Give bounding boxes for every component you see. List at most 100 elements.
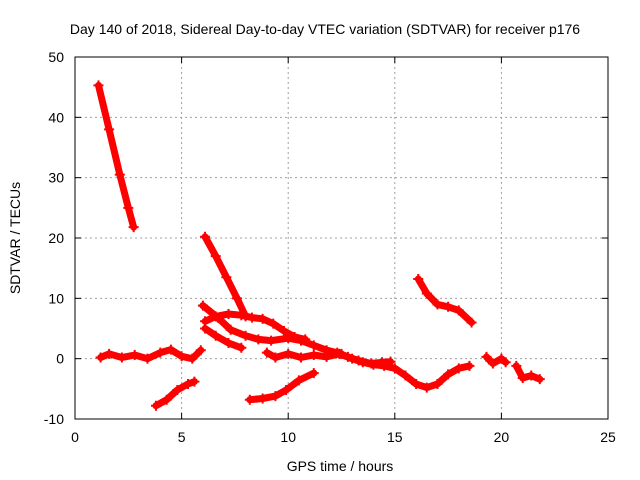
data-point — [257, 393, 268, 404]
data-point — [172, 385, 183, 396]
data-point — [377, 357, 388, 368]
series-arc-6 — [200, 309, 311, 345]
y-tick-label: 30 — [48, 170, 64, 186]
series-arc-8 — [244, 368, 319, 405]
data-point — [353, 355, 364, 366]
data-point — [176, 351, 187, 362]
y-tick-label: -10 — [44, 411, 64, 427]
data-point — [189, 376, 200, 387]
chart-title: Day 140 of 2018, Sidereal Day-to-day VTE… — [70, 21, 580, 37]
data-point — [289, 331, 300, 342]
data-point — [253, 334, 264, 345]
data-point — [481, 351, 492, 362]
data-point — [432, 379, 443, 390]
data-point — [281, 385, 292, 396]
data-point — [293, 375, 304, 386]
data-point — [151, 400, 162, 411]
y-tick-label: 50 — [48, 49, 64, 65]
data-point — [300, 334, 311, 345]
data-point — [517, 372, 528, 383]
data-point — [389, 363, 400, 374]
data-point — [93, 80, 104, 91]
data-point — [411, 379, 422, 390]
data-point — [200, 323, 211, 334]
series-arc-5 — [197, 300, 347, 359]
series-arc-1 — [93, 80, 139, 233]
data-point — [511, 360, 522, 371]
data-point — [466, 317, 477, 328]
series-line — [97, 346, 205, 363]
data-point — [266, 335, 277, 346]
data-point — [210, 251, 221, 262]
series-arc-13 — [511, 360, 545, 385]
data-point — [142, 353, 153, 364]
data-point — [210, 311, 221, 322]
data-point — [342, 351, 353, 362]
data-point — [432, 299, 443, 310]
x-tick-label: 10 — [280, 429, 296, 445]
data-point — [270, 352, 281, 363]
data-point — [165, 344, 176, 355]
data-point — [95, 352, 106, 363]
data-point — [308, 350, 319, 361]
y-tick-label: 20 — [48, 230, 64, 246]
series-arc-11 — [413, 274, 477, 328]
data-point — [123, 202, 134, 213]
series-arc-4 — [200, 231, 251, 322]
data-point — [161, 394, 172, 405]
data-point — [268, 318, 279, 329]
series-layer — [93, 80, 545, 411]
data-point — [270, 391, 281, 402]
series-line — [512, 362, 544, 383]
data-point — [182, 379, 193, 390]
data-point — [366, 358, 377, 369]
y-tick-label: 0 — [56, 351, 64, 367]
data-point — [413, 274, 424, 285]
data-point — [104, 124, 115, 135]
series-arc-12 — [481, 351, 511, 369]
series-arc-2 — [95, 344, 206, 364]
series-line — [201, 310, 309, 343]
x-tick-label: 5 — [178, 429, 186, 445]
data-point — [421, 288, 432, 299]
data-point — [223, 309, 234, 320]
data-point — [187, 353, 198, 364]
data-point — [240, 330, 251, 341]
data-point — [443, 301, 454, 312]
data-point — [321, 351, 332, 362]
y-tick-label: 40 — [48, 109, 64, 125]
data-point — [223, 337, 234, 348]
data-point — [200, 231, 211, 242]
data-point — [210, 330, 221, 341]
data-point — [236, 310, 247, 321]
data-point — [197, 300, 208, 311]
data-point — [400, 370, 411, 381]
data-point — [526, 370, 537, 381]
y-tick-label: 10 — [48, 290, 64, 306]
data-point — [443, 369, 454, 380]
axis-ticks — [74, 56, 609, 420]
data-point — [195, 345, 206, 356]
data-point — [308, 368, 319, 379]
tick-labels: 0 5 10 15 20 25 -10 0 10 20 30 40 50 — [44, 49, 616, 445]
data-point — [385, 356, 396, 367]
series-line — [201, 325, 245, 352]
data-point — [221, 272, 232, 283]
data-point — [487, 358, 498, 369]
data-point — [244, 394, 255, 405]
data-point — [236, 342, 247, 353]
data-point — [421, 382, 432, 393]
data-point — [246, 312, 257, 323]
data-point — [453, 305, 464, 316]
data-point — [278, 325, 289, 336]
data-point — [116, 352, 127, 363]
series-arc-7 — [200, 323, 247, 353]
data-point — [295, 352, 306, 363]
data-point — [332, 347, 343, 358]
series-line — [483, 353, 510, 367]
data-point — [155, 347, 166, 358]
data-point — [534, 374, 545, 385]
x-tick-label: 20 — [494, 429, 510, 445]
